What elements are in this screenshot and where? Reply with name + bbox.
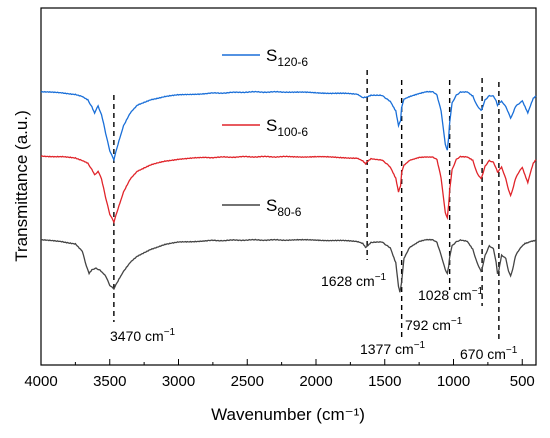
series-line-S80-6 (40, 238, 537, 293)
x-axis-ticks (40, 359, 523, 365)
x-tick-label-3000: 3000 (162, 373, 195, 390)
peak-label-670: 670 cm−1 (460, 345, 518, 362)
spectra (40, 90, 537, 293)
plot-frame (40, 7, 537, 366)
x-tick-label-500: 500 (510, 373, 535, 390)
legend-label-S80-6: S80-6 (266, 196, 302, 219)
x-axis-tick-labels: 4000 3500 3000 2500 2000 1500 1000 500 (24, 373, 534, 390)
legend-label-S120-6: S120-6 (266, 46, 308, 69)
x-tick-label-2500: 2500 (231, 373, 264, 390)
legend-label-S100-6: S100-6 (266, 116, 308, 139)
x-tick-label-4000: 4000 (24, 373, 57, 390)
series-labels: S120-6 S100-6 S80-6 (222, 46, 308, 219)
peak-label-1028: 1028 cm−1 (418, 286, 484, 303)
series-line-S120-6 (40, 90, 537, 162)
x-tick-label-3500: 3500 (93, 373, 126, 390)
x-tick-label-1000: 1000 (437, 373, 470, 390)
series-line-S100-6 (40, 155, 537, 225)
peak-label-3470: 3470 cm−1 (110, 327, 176, 344)
peak-label-1377: 1377 cm−1 (360, 340, 426, 357)
x-tick-label-2000: 2000 (299, 373, 332, 390)
x-axis-title: Wavenumber (cm⁻¹) (211, 405, 365, 424)
peak-label-792: 792 cm−1 (405, 316, 463, 333)
peak-annotations: 3470 cm−1 1628 cm−1 1377 cm−1 1028 cm−1 792 … (110, 272, 518, 362)
y-axis-title: Transmittance (a.u.) (12, 110, 31, 261)
x-tick-label-1500: 1500 (368, 373, 401, 390)
peak-label-1628: 1628 cm−1 (321, 272, 387, 289)
